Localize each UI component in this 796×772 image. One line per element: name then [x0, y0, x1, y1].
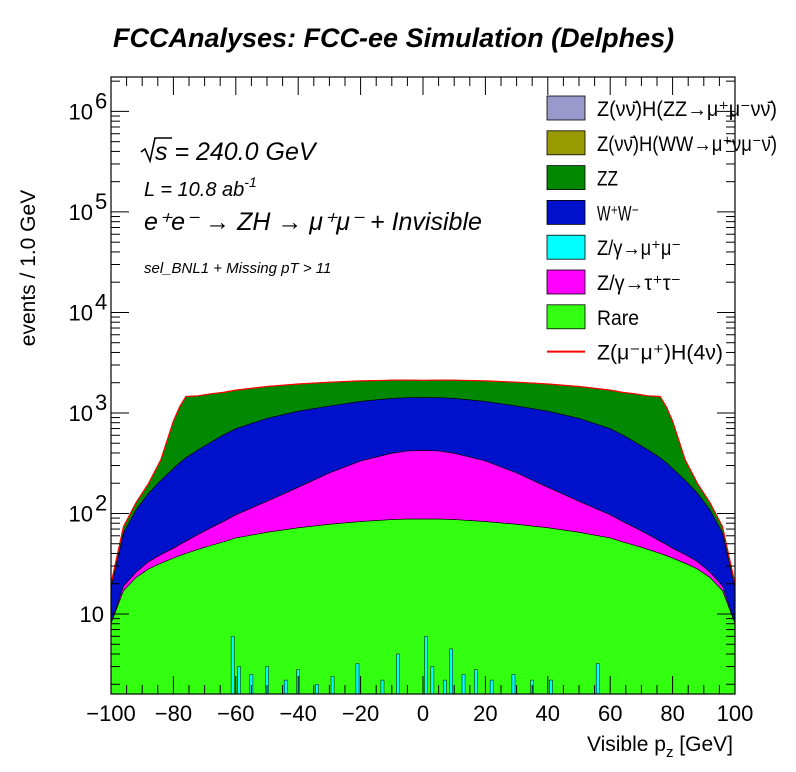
y-tick-label-exp-1: 2	[95, 490, 107, 515]
x-tick-label-3: −40	[280, 701, 317, 726]
annotation-energy: s = 240.0 GeV	[155, 138, 318, 166]
x-tick-label-10: 100	[717, 701, 754, 726]
y-tick-label-exp-3: 4	[95, 289, 107, 314]
x-tick-label-0: −100	[86, 701, 136, 726]
y-tick-label-5: 10	[69, 99, 93, 124]
legend-label-7: Z(μ⁻μ⁺)H(4ν)	[597, 342, 723, 365]
x-tick-label-4: −20	[342, 701, 379, 726]
y-tick-label-exp-2: 3	[95, 390, 107, 415]
legend-swatch-4	[546, 234, 586, 260]
x-axis-ticks: −100 −80 −60 −40 −20 0 20 40 60 80 100	[86, 77, 753, 726]
sqrt-sign	[140, 137, 172, 164]
mumu-spike-21	[595, 663, 600, 694]
legend-swatch-2	[546, 165, 586, 191]
mumu-spike-13	[443, 679, 447, 694]
x-tick-label-5: 0	[417, 701, 429, 726]
x-axis-label-unit: [GeV]	[673, 733, 733, 756]
y-tick-label-3: 10	[69, 300, 93, 325]
mumu-spike-9	[380, 679, 385, 694]
mumu-spike-14	[449, 648, 453, 694]
mumu-spikes	[230, 636, 600, 694]
annotations: s = 240.0 GeV L = 10.8 ab-1 e⁺e⁻ → ZH → …	[140, 137, 482, 277]
annotation-selection: sel_BNL1 + Missing pT > 11	[144, 260, 331, 277]
mumu-spike-10	[396, 653, 400, 694]
mumu-spike-1	[237, 666, 241, 694]
mumu-spike-6	[315, 684, 319, 694]
mumu-spike-17	[489, 679, 494, 694]
x-tick-label-2: −60	[217, 701, 254, 726]
mumu-spike-4	[283, 679, 288, 694]
x-tick-label-1: −80	[155, 701, 192, 726]
legend-label-5: Z/γ→τ⁺τ⁻	[597, 272, 681, 295]
legend-swatch-5	[546, 269, 586, 295]
legend: Z(νν̄)H(ZZ→μ⁺μ⁻νν̄) Z(νν̄)H(WW→μ⁺νμ⁻ν̄) ZZ…	[546, 95, 777, 365]
annotation-lumi-text: L = 10.8 ab	[144, 179, 244, 201]
legend-swatch-0	[546, 95, 586, 121]
annotation-energy-value: = 240.0 GeV	[168, 138, 318, 166]
legend-label-3: W⁺W⁻	[597, 202, 639, 225]
legend-label-0: Z(νν̄)H(ZZ→μ⁺μ⁻νν̄)	[597, 98, 777, 121]
area-series-0	[111, 518, 735, 694]
x-tick-label-6: 20	[473, 701, 497, 726]
annotation-luminosity: L = 10.8 ab-1	[144, 174, 257, 201]
x-tick-label-9: 80	[660, 701, 684, 726]
y-tick-label-2: 10	[69, 401, 93, 426]
mumu-spike-7	[330, 676, 335, 694]
mumu-spike-8	[355, 663, 360, 694]
mumu-spike-15	[461, 674, 466, 694]
x-tick-label-7: 40	[536, 701, 560, 726]
legend-label-1: Z(νν̄)H(WW→μ⁺νμ⁻ν̄)	[597, 133, 777, 156]
legend-swatch-3	[546, 199, 586, 225]
annotation-sqrt-s: s	[155, 138, 168, 166]
x-axis-label-main: Visible p	[587, 733, 666, 756]
total-line-path	[111, 379, 735, 584]
mumu-spike-20	[549, 679, 553, 694]
mumu-spike-12	[430, 666, 435, 694]
y-tick-label-4: 10	[69, 200, 93, 225]
mumu-spike-16	[474, 669, 478, 694]
mumu-spike-0	[230, 636, 235, 694]
mumu-spike-11	[424, 636, 428, 694]
y-tick-label-exp-4: 5	[95, 189, 107, 214]
legend-label-6: Rare	[597, 307, 639, 330]
legend-label-2: ZZ	[597, 168, 618, 191]
x-axis-label-sub: z	[666, 744, 674, 761]
y-tick-label-1: 10	[69, 501, 93, 526]
x-tick-label-8: 60	[598, 701, 622, 726]
y-tick-label-exp-5: 6	[95, 88, 107, 113]
legend-label-4: Z/γ→μ⁺μ⁻	[597, 237, 681, 260]
annotation-lumi-exp: -1	[244, 174, 256, 190]
legend-swatch-1	[546, 130, 586, 156]
chart-title: FCCAnalyses: FCC-ee Simulation (Delphes)	[113, 23, 674, 53]
y-axis-label: events / 1.0 GeV	[17, 190, 40, 346]
total-line	[111, 379, 735, 584]
y-tick-label-0: 10	[80, 602, 104, 627]
legend-swatch-6	[546, 304, 586, 330]
mumu-spike-18	[511, 674, 516, 694]
stacked-areas	[111, 379, 735, 694]
mumu-spike-2	[249, 674, 254, 694]
x-axis-label: Visible pz [GeV]	[587, 733, 733, 761]
annotation-process: e⁺e⁻ → ZH → μ⁺μ⁻ + Invisible	[144, 208, 482, 236]
